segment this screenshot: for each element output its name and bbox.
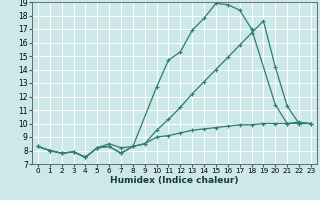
X-axis label: Humidex (Indice chaleur): Humidex (Indice chaleur) — [110, 176, 239, 185]
